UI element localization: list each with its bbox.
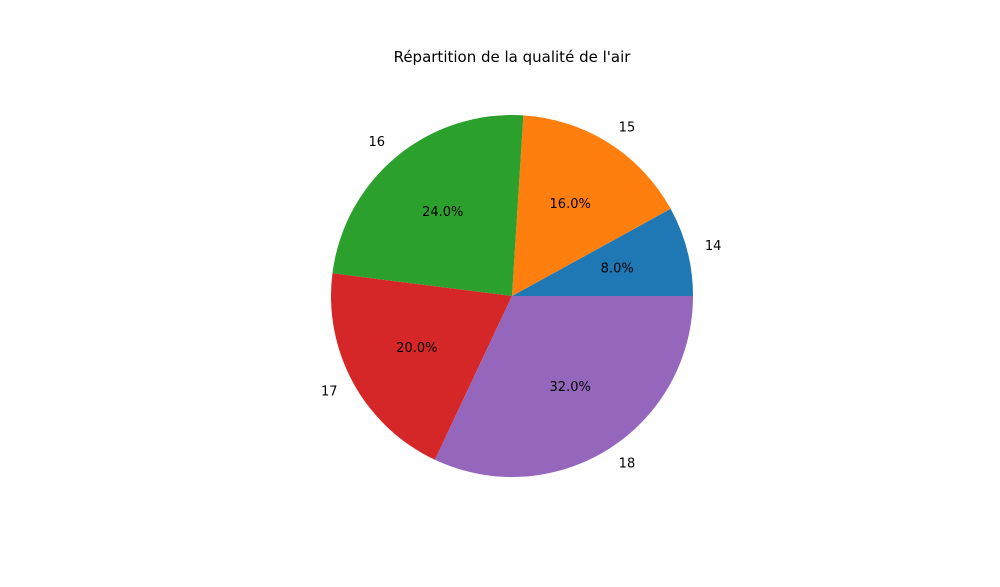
pie-labels: 14 8.0% 15 16.0% 16 24.0% 17 20.0% 18 32.0% xyxy=(321,120,721,471)
slice-label-16: 16 xyxy=(369,135,386,150)
slice-label-15: 15 xyxy=(619,120,636,135)
chart-title: Répartition de la qualité de l'air xyxy=(394,48,632,66)
pie-slices xyxy=(331,115,693,477)
slice-percent-14: 8.0% xyxy=(601,261,634,276)
slice-label-18: 18 xyxy=(619,457,636,472)
slice-percent-16: 24.0% xyxy=(422,205,463,220)
pie-slice-15 xyxy=(512,115,671,296)
slice-percent-17: 20.0% xyxy=(396,341,437,356)
slice-label-17: 17 xyxy=(321,384,338,399)
pie-slice-16 xyxy=(332,115,524,296)
slice-percent-15: 16.0% xyxy=(550,197,591,212)
slice-percent-18: 32.0% xyxy=(550,380,591,395)
slice-label-14: 14 xyxy=(705,239,722,254)
pie-slice-14 xyxy=(512,208,693,296)
pie-slice-18 xyxy=(434,296,693,477)
pie-slice-17 xyxy=(331,273,512,460)
